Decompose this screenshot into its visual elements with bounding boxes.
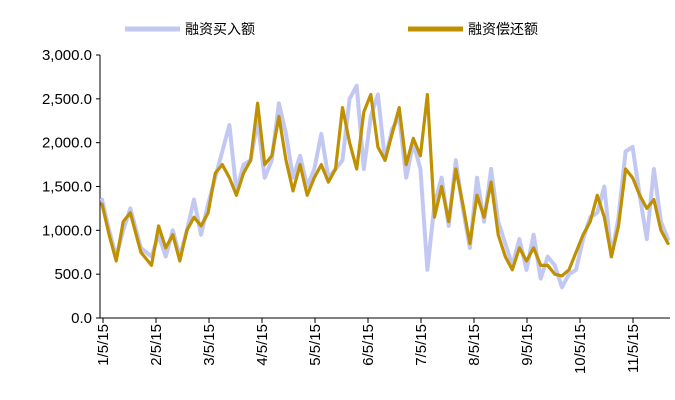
- x-tick-label: 1/5/15: [95, 324, 112, 366]
- legend-label-2: 融资偿还额: [468, 22, 538, 38]
- x-axis: 1/5/15 2/5/15 3/5/15 4/5/15 5/5/15 6/5/15 7/5/…: [95, 317, 670, 374]
- x-tick-label: 9/5/15: [519, 324, 536, 366]
- series-line-1: [100, 83, 670, 290]
- series-line-2: [100, 92, 670, 278]
- x-tick-label: 10/5/15: [572, 324, 589, 374]
- x-tick-label: 2/5/15: [148, 324, 165, 366]
- y-tick-label: 3,000.0: [42, 47, 92, 64]
- x-tick-label: 3/5/15: [201, 324, 218, 366]
- y-axis: 0.0 500.0 1,000.0 1,500.0 2,000.0 2,500.0 3,00…: [42, 47, 101, 327]
- x-tick-label: 7/5/15: [413, 324, 430, 366]
- legend-label-1: 融资买入额: [185, 22, 255, 38]
- x-tick-label: 6/5/15: [360, 324, 377, 366]
- legend: 融资买入额 融资偿还额: [125, 22, 538, 38]
- y-tick-label: 500.0: [54, 266, 92, 283]
- y-tick-label: 0.0: [71, 310, 92, 327]
- y-tick-label: 1,000.0: [42, 222, 92, 239]
- y-tick-label: 2,500.0: [42, 91, 92, 108]
- y-tick-label: 1,500.0: [42, 179, 92, 196]
- x-tick-label: 11/5/15: [625, 324, 642, 373]
- plot-area: [100, 83, 670, 290]
- x-tick-label: 8/5/15: [466, 324, 483, 366]
- x-tick-label: 5/5/15: [307, 324, 324, 366]
- y-tick-label: 2,000.0: [42, 135, 92, 152]
- x-tick-label: 4/5/15: [254, 324, 271, 366]
